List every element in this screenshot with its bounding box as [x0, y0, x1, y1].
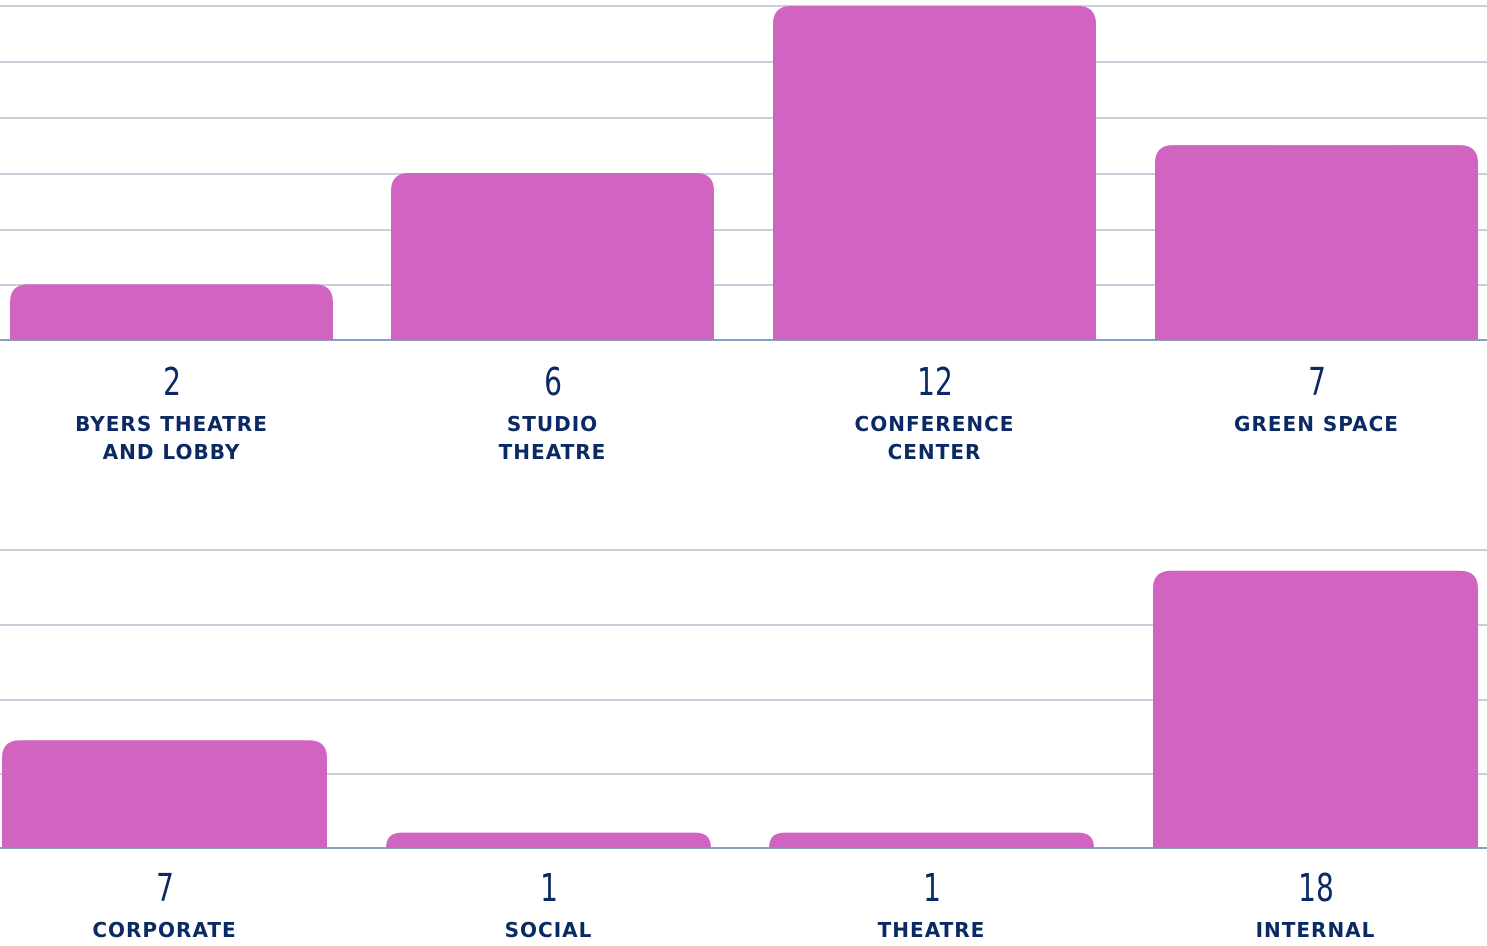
bar-conference-center [773, 6, 1096, 340]
category-label-line: CONFERENCE [854, 412, 1015, 436]
bar-chart-event-types: 7 CORPORATE 1 SOCIAL 1 THEATRE 18 INTERNAL [0, 540, 1487, 946]
bar-theatre [769, 832, 1094, 848]
category-label-line: INTERNAL [1255, 918, 1376, 942]
category-label: CORPORATE [5, 916, 325, 944]
bar-internal [1153, 570, 1478, 848]
bar-green-space [1155, 145, 1478, 340]
bar-corporate [2, 740, 327, 848]
value-label: 7 [1307, 360, 1326, 404]
category-label: CONFERENCE CENTER [775, 410, 1095, 466]
category-label: STUDIO THEATRE [393, 410, 713, 466]
category-label-line: CORPORATE [92, 918, 237, 942]
category-label: BYERS THEATRE AND LOBBY [12, 410, 332, 466]
category-label-line: THEATRE [498, 440, 607, 464]
bar-studio-theatre [391, 173, 714, 340]
category-label: SOCIAL [389, 916, 709, 944]
bar-byers-theatre-and-lobby [10, 284, 333, 340]
category-label-line: GREEN SPACE [1234, 412, 1399, 436]
value-label: 7 [155, 866, 174, 910]
value-label: 1 [539, 866, 558, 910]
value-label: 18 [1297, 866, 1334, 910]
category-label-line: BYERS THEATRE [75, 412, 268, 436]
value-label: 12 [916, 360, 953, 404]
category-label-line: AND LOBBY [102, 440, 241, 464]
value-label: 2 [162, 360, 181, 404]
category-label-line: SOCIAL [504, 918, 593, 942]
category-label: INTERNAL [1156, 916, 1476, 944]
category-label-line: THEATRE [877, 918, 986, 942]
chart-plot-area [0, 5, 1487, 341]
category-label: THEATRE [772, 916, 1092, 944]
chart-plot-area [0, 549, 1487, 849]
category-label-line: CENTER [887, 440, 982, 464]
bar-chart-venues: 2 BYERS THEATRE AND LOBBY 6 STUDIO THEATRE 12 C… [0, 5, 1487, 466]
category-label: GREEN SPACE [1157, 410, 1477, 438]
value-label: 1 [922, 866, 941, 910]
category-label-line: STUDIO [506, 412, 599, 436]
bar-social [386, 832, 711, 848]
value-label: 6 [543, 360, 562, 404]
